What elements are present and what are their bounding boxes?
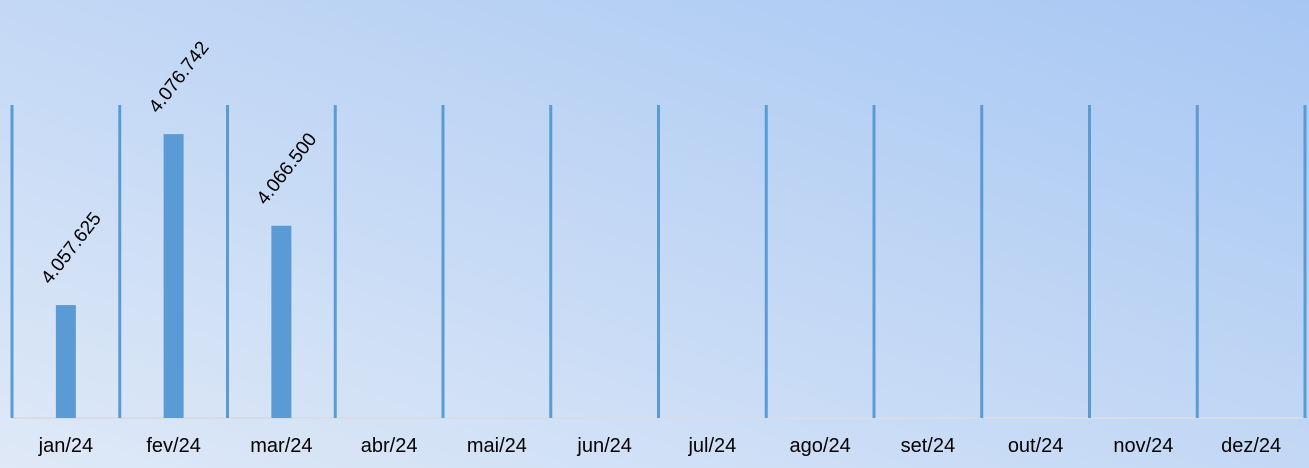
x-tick-label: set/24 [901, 435, 955, 457]
x-tick-label: abr/24 [361, 435, 418, 457]
x-tick-label: jun/24 [576, 435, 632, 457]
x-tick-label: out/24 [1008, 435, 1064, 457]
x-tick-label: ago/24 [790, 435, 851, 457]
x-tick-label: mai/24 [467, 435, 527, 457]
x-tick-label: jul/24 [687, 435, 736, 457]
bar [55, 305, 76, 418]
bar [271, 225, 292, 418]
bar [163, 134, 184, 418]
x-tick-label: mar/24 [250, 435, 312, 457]
x-tick-label: dez/24 [1221, 435, 1281, 457]
x-tick-label: fev/24 [146, 435, 200, 457]
x-tick-label: jan/24 [38, 435, 94, 457]
x-tick-label: nov/24 [1113, 435, 1173, 457]
